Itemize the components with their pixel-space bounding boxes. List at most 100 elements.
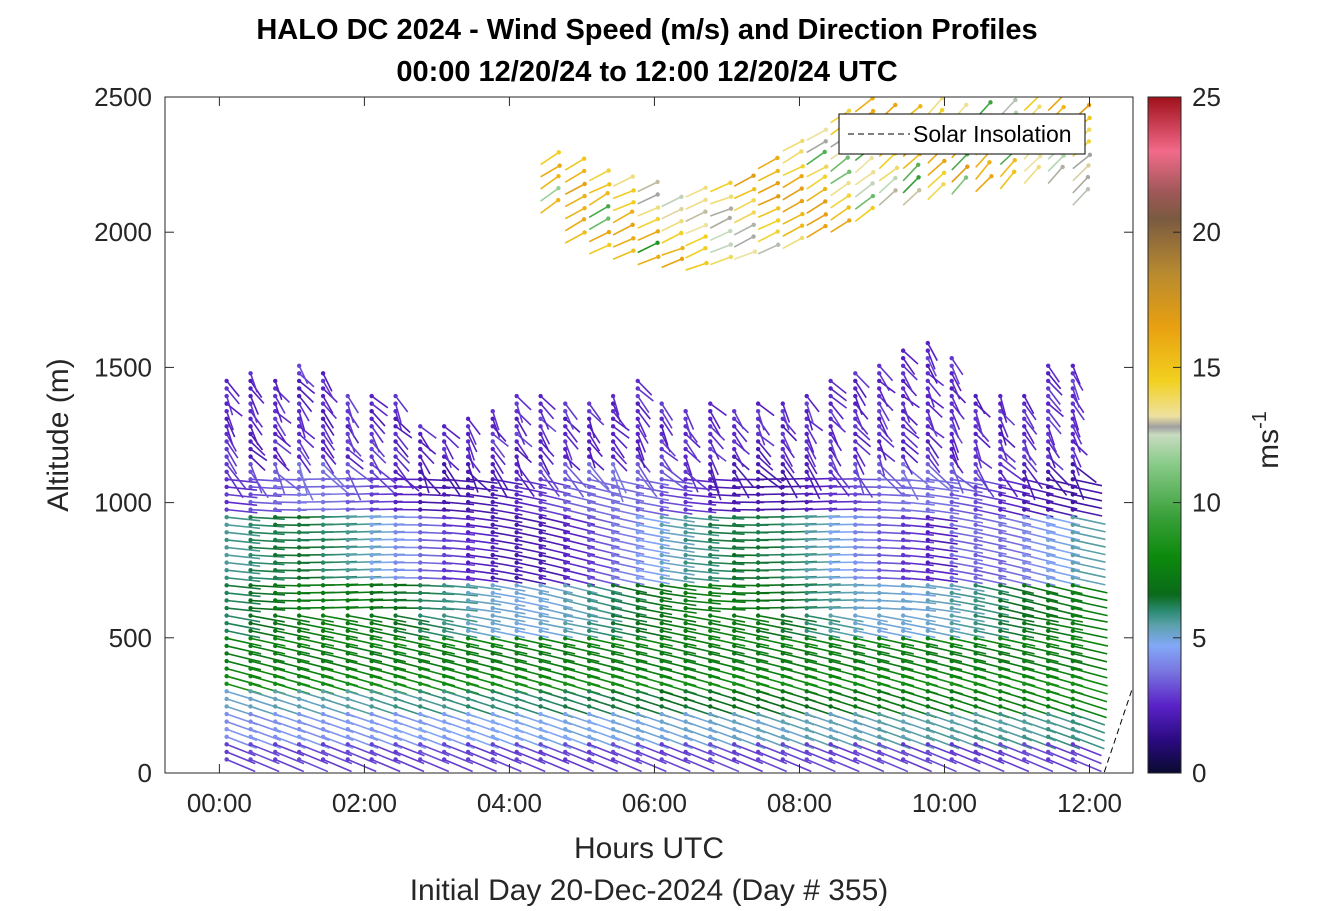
wind-barb-shaft	[539, 471, 560, 498]
wind-barb-dot	[369, 598, 374, 603]
wind-barb-dot	[586, 726, 592, 732]
wind-barb-dot	[345, 757, 350, 762]
wind-barb-shaft	[902, 410, 918, 426]
wind-barb-shaft	[661, 758, 691, 773]
wind-barb-shaft	[806, 537, 841, 541]
wind-barb-dot	[925, 742, 930, 747]
wind-barb-dot	[296, 598, 302, 603]
wind-barb-shaft	[806, 614, 841, 623]
wind-barb-dot	[1070, 454, 1076, 459]
wind-barb-dot	[273, 568, 278, 573]
wind-barb-dot	[418, 681, 423, 686]
wind-barb-dot	[949, 477, 954, 482]
wind-barb-shaft	[902, 720, 935, 734]
wind-barb-shaft	[830, 728, 863, 742]
wind-barb-shaft	[588, 192, 609, 206]
wind-barb-dot	[1022, 689, 1027, 694]
wind-barb-shaft	[854, 182, 874, 198]
wind-barb-shaft	[226, 561, 261, 567]
wind-barb-dot	[514, 757, 519, 762]
wind-barb-shaft	[249, 426, 259, 446]
wind-barb-shaft	[250, 592, 286, 596]
wind-barb-shaft	[250, 523, 285, 528]
wind-barb-dot	[345, 484, 350, 490]
wind-barb-dot	[556, 186, 561, 191]
wind-barb-shaft	[516, 508, 547, 517]
wind-barb-dot	[828, 673, 833, 679]
wind-barb-dot	[393, 598, 398, 603]
wind-barb-dot	[708, 598, 713, 603]
wind-barb-dot	[828, 681, 833, 686]
wind-barb-dot	[586, 560, 592, 565]
wind-barb-dot	[731, 575, 737, 580]
wind-barb-dot	[659, 462, 664, 467]
wind-barb-dot	[942, 158, 947, 164]
wind-barb-dot	[273, 424, 278, 429]
wind-barb-shaft	[975, 720, 1008, 734]
wind-barb-dot	[514, 681, 519, 686]
wind-barb-shaft	[902, 176, 920, 194]
wind-barb-dot	[586, 515, 592, 520]
wind-barb-shaft	[999, 441, 1008, 461]
wind-barb-dot	[635, 681, 640, 686]
wind-barb-dot	[780, 711, 785, 717]
wind-barb-dot	[514, 568, 519, 573]
wind-barb-dot	[1085, 174, 1091, 180]
wind-barb-dot	[610, 749, 616, 755]
wind-barb-dot	[393, 613, 398, 618]
wind-barb-shaft	[829, 456, 840, 476]
wind-barb-dot	[635, 469, 640, 474]
wind-barb-dot	[870, 108, 876, 114]
wind-barb-dot	[296, 393, 302, 399]
wind-barb-shaft	[710, 652, 745, 663]
wind-barb-shaft	[420, 531, 452, 535]
wind-barb-shaft	[757, 402, 775, 417]
wind-barb-shaft	[516, 448, 532, 464]
wind-barb-dot	[393, 689, 398, 694]
wind-barb-shaft	[830, 614, 864, 623]
wind-barb-shaft	[444, 592, 478, 597]
wind-barb-dot	[635, 484, 640, 490]
wind-barb-shaft	[516, 471, 535, 498]
wind-barb-dot	[973, 401, 978, 406]
wind-barb-dot	[248, 560, 253, 565]
wind-barb-dot	[490, 454, 495, 459]
wind-barb-dot	[1022, 469, 1027, 474]
wind-barb-dot	[949, 560, 954, 565]
wind-barb-dot	[320, 439, 326, 444]
wind-barb-shaft	[685, 569, 720, 575]
wind-barb-dot	[441, 643, 447, 649]
wind-barb-shaft	[515, 418, 528, 437]
wind-barb-dot	[224, 507, 229, 512]
wind-barb-dot	[635, 628, 640, 633]
wind-barb-dot	[586, 598, 592, 603]
wind-barb-dot	[877, 568, 882, 573]
wind-barb-dot	[828, 537, 833, 543]
wind-barb-dot	[418, 757, 423, 762]
wind-barb-dot	[1070, 515, 1076, 520]
wind-barb-shaft	[710, 645, 745, 655]
wind-barb-shaft	[226, 486, 258, 491]
wind-barb-shaft	[1072, 418, 1081, 438]
wind-barb-shaft	[733, 675, 770, 687]
wind-barb-shaft	[830, 751, 860, 765]
wind-barb-dot	[224, 499, 229, 505]
wind-barb-dot	[1045, 416, 1051, 421]
wind-barb-shaft	[879, 569, 911, 573]
wind-barb-dot	[610, 568, 616, 573]
wind-barb-dot	[418, 522, 423, 527]
wind-barb-shaft	[805, 433, 815, 453]
wind-barb-dot	[514, 742, 519, 747]
wind-barb-dot	[465, 537, 471, 543]
wind-barb-dot	[369, 757, 374, 762]
wind-barb-dot	[514, 726, 519, 732]
wind-barb-dot	[853, 530, 858, 535]
wind-barb-dot	[514, 416, 519, 421]
wind-barb-shaft	[637, 463, 655, 492]
wind-barb-dot	[393, 462, 398, 467]
wind-barb-shaft	[854, 372, 870, 389]
wind-barb-dot	[273, 469, 278, 474]
wind-barb-dot	[853, 462, 858, 467]
wind-barb-shaft	[492, 614, 526, 623]
wind-barb-dot	[563, 673, 568, 679]
